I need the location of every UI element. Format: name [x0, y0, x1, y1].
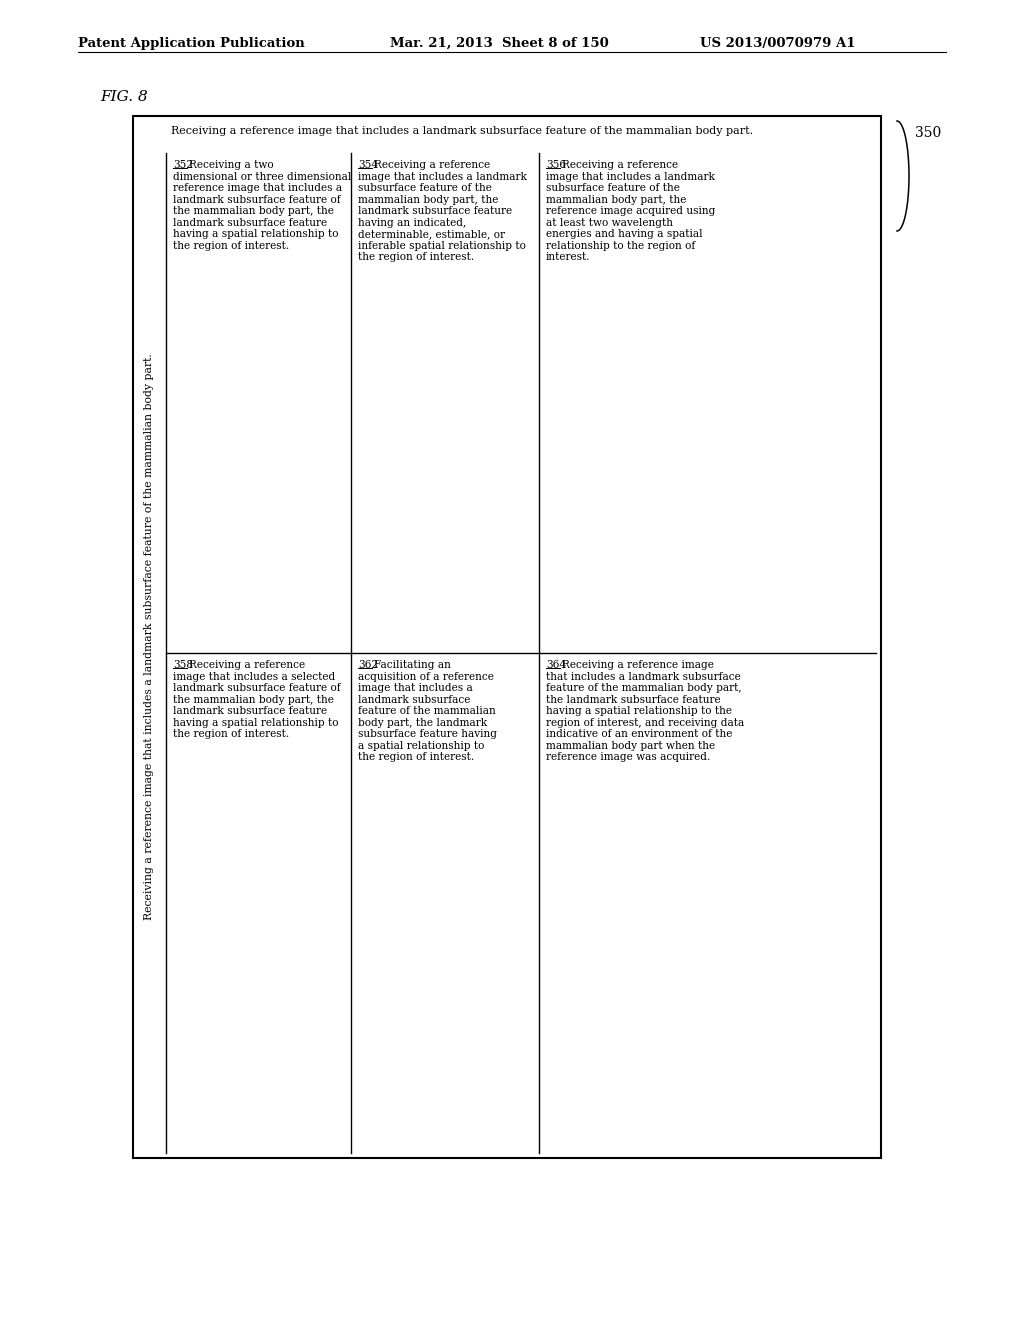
- Text: 362: 362: [358, 660, 378, 671]
- Text: 352: 352: [173, 160, 193, 170]
- Text: subsurface feature of the: subsurface feature of the: [546, 183, 680, 193]
- Text: landmark subsurface feature of: landmark subsurface feature of: [173, 194, 341, 205]
- Text: the region of interest.: the region of interest.: [173, 240, 289, 251]
- Text: having a spatial relationship to the: having a spatial relationship to the: [546, 706, 732, 717]
- Text: Receiving a reference image: Receiving a reference image: [562, 660, 714, 671]
- Text: 356: 356: [546, 160, 566, 170]
- Text: image that includes a selected: image that includes a selected: [173, 672, 335, 681]
- Bar: [133, 116, 881, 1158]
- Text: Receiving a reference image that includes a landmark subsurface feature of the m: Receiving a reference image that include…: [171, 125, 753, 136]
- Text: mammalian body part, the: mammalian body part, the: [546, 194, 686, 205]
- Text: mammalian body part, the: mammalian body part, the: [358, 194, 499, 205]
- Text: the mammalian body part, the: the mammalian body part, the: [173, 206, 334, 216]
- Text: dimensional or three dimensional: dimensional or three dimensional: [173, 172, 351, 182]
- Text: body part, the landmark: body part, the landmark: [358, 718, 487, 727]
- Text: image that includes a landmark: image that includes a landmark: [546, 172, 715, 182]
- Text: inferable spatial relationship to: inferable spatial relationship to: [358, 240, 526, 251]
- Text: landmark subsurface feature: landmark subsurface feature: [173, 218, 327, 228]
- Text: the region of interest.: the region of interest.: [358, 752, 474, 763]
- Text: a spatial relationship to: a spatial relationship to: [358, 741, 484, 751]
- Text: feature of the mammalian: feature of the mammalian: [358, 706, 496, 717]
- Text: reference image that includes a: reference image that includes a: [173, 183, 342, 193]
- Text: reference image was acquired.: reference image was acquired.: [546, 752, 711, 763]
- Text: at least two wavelength: at least two wavelength: [546, 218, 673, 228]
- Text: 358: 358: [173, 660, 193, 671]
- Text: interest.: interest.: [546, 252, 591, 263]
- Text: mammalian body part when the: mammalian body part when the: [546, 741, 715, 751]
- Text: the region of interest.: the region of interest.: [173, 730, 289, 739]
- Text: FIG. 8: FIG. 8: [100, 90, 147, 104]
- Text: Receiving a two: Receiving a two: [189, 160, 273, 170]
- Text: feature of the mammalian body part,: feature of the mammalian body part,: [546, 684, 741, 693]
- Text: Receiving a reference: Receiving a reference: [374, 160, 490, 170]
- Text: landmark subsurface feature: landmark subsurface feature: [173, 706, 327, 717]
- Text: Patent Application Publication: Patent Application Publication: [78, 37, 305, 50]
- Text: Receiving a reference: Receiving a reference: [189, 660, 305, 671]
- Text: Receiving a reference: Receiving a reference: [562, 160, 678, 170]
- Text: 364: 364: [546, 660, 566, 671]
- Text: determinable, estimable, or: determinable, estimable, or: [358, 230, 505, 239]
- Text: 354: 354: [358, 160, 378, 170]
- Text: Mar. 21, 2013  Sheet 8 of 150: Mar. 21, 2013 Sheet 8 of 150: [390, 37, 608, 50]
- Text: having a spatial relationship to: having a spatial relationship to: [173, 230, 339, 239]
- Text: subsurface feature of the: subsurface feature of the: [358, 183, 492, 193]
- Text: having an indicated,: having an indicated,: [358, 218, 466, 228]
- Text: the landmark subsurface feature: the landmark subsurface feature: [546, 694, 721, 705]
- Text: region of interest, and receiving data: region of interest, and receiving data: [546, 718, 744, 727]
- Text: relationship to the region of: relationship to the region of: [546, 240, 695, 251]
- Text: acquisition of a reference: acquisition of a reference: [358, 672, 494, 681]
- Text: landmark subsurface feature of: landmark subsurface feature of: [173, 684, 341, 693]
- Text: landmark subsurface: landmark subsurface: [358, 694, 470, 705]
- Text: the mammalian body part, the: the mammalian body part, the: [173, 694, 334, 705]
- Text: image that includes a landmark: image that includes a landmark: [358, 172, 527, 182]
- Text: landmark subsurface feature: landmark subsurface feature: [358, 206, 512, 216]
- Text: the region of interest.: the region of interest.: [358, 252, 474, 263]
- Text: Facilitating an: Facilitating an: [374, 660, 451, 671]
- Text: having a spatial relationship to: having a spatial relationship to: [173, 718, 339, 727]
- Text: that includes a landmark subsurface: that includes a landmark subsurface: [546, 672, 740, 681]
- Text: 350: 350: [915, 125, 941, 140]
- Text: subsurface feature having: subsurface feature having: [358, 730, 497, 739]
- Text: US 2013/0070979 A1: US 2013/0070979 A1: [700, 37, 855, 50]
- Text: Receiving a reference image that includes a landmark subsurface feature of the m: Receiving a reference image that include…: [144, 354, 154, 920]
- Text: indicative of an environment of the: indicative of an environment of the: [546, 730, 732, 739]
- Text: reference image acquired using: reference image acquired using: [546, 206, 716, 216]
- Text: image that includes a: image that includes a: [358, 684, 473, 693]
- Text: energies and having a spatial: energies and having a spatial: [546, 230, 702, 239]
